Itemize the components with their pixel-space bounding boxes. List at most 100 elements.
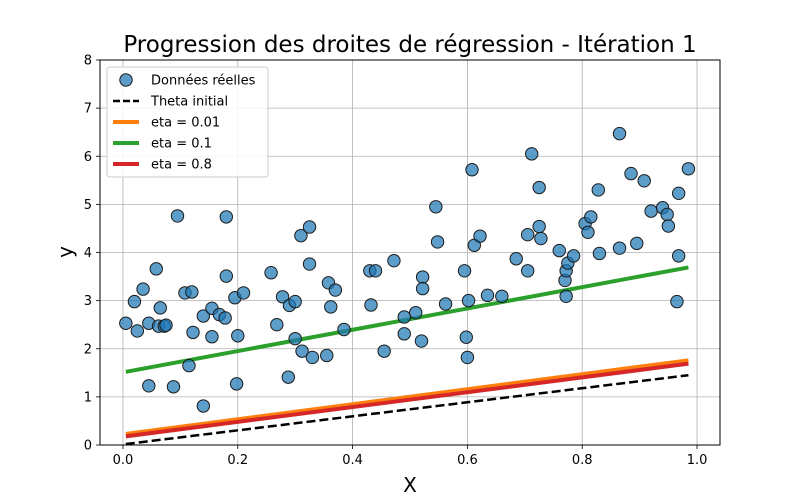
- y-tick-label: 0: [84, 439, 92, 454]
- data-point: [591, 183, 605, 197]
- data-point: [149, 262, 163, 276]
- data-point: [473, 229, 487, 243]
- data-point: [119, 316, 133, 330]
- data-point: [637, 174, 651, 188]
- data-point: [295, 344, 309, 358]
- data-point: [465, 163, 479, 177]
- data-point: [566, 249, 581, 263]
- data-point: [387, 253, 401, 268]
- data-point: [288, 331, 302, 346]
- data-point: [142, 379, 156, 393]
- data-point: [136, 282, 150, 296]
- data-point: [182, 358, 196, 373]
- data-point: [320, 348, 334, 363]
- eta-08-line: [125, 361, 689, 439]
- x-axis-label: X: [403, 473, 417, 497]
- data-point: [397, 310, 411, 324]
- x-tick-label: 0.8: [572, 453, 593, 468]
- data-point: [337, 322, 351, 337]
- legend: Données réelles Theta initial eta = 0.01 et…: [106, 66, 269, 178]
- x-tick-label: 1.0: [687, 453, 708, 468]
- data-point: [219, 210, 233, 224]
- data-point: [559, 289, 573, 303]
- data-point: [302, 220, 317, 234]
- data-point: [612, 241, 627, 255]
- legend-swatch-marker: [119, 73, 133, 87]
- x-tick-label: 0.4: [342, 453, 363, 468]
- y-axis-label: y: [53, 246, 77, 258]
- data-point: [288, 294, 302, 309]
- x-tick-label: 0.6: [457, 453, 478, 468]
- data-point: [534, 231, 548, 246]
- y-tick-label: 5: [84, 198, 92, 213]
- chart-title: Progression des droites de régression - …: [123, 32, 696, 58]
- y-axis-ticks: 0 1 2 3 4 5 6 7 8: [84, 54, 100, 454]
- data-point: [460, 350, 475, 365]
- data-point: [581, 225, 595, 239]
- y-tick-label: 1: [84, 390, 92, 405]
- data-point: [153, 301, 167, 315]
- data-point: [509, 252, 523, 266]
- data-point: [415, 281, 430, 296]
- data-point: [127, 294, 142, 309]
- theta-initial-line: [125, 373, 689, 446]
- data-point: [660, 207, 674, 222]
- data-point: [166, 380, 181, 394]
- y-tick-label: 8: [84, 54, 92, 69]
- data-point: [229, 377, 244, 391]
- data-point: [430, 235, 445, 249]
- data-point: [457, 264, 472, 278]
- data-point: [218, 311, 232, 325]
- data-point: [461, 293, 476, 308]
- x-tick-label: 0.0: [113, 453, 134, 468]
- scatter-points: [119, 126, 696, 413]
- legend-label: eta = 0.8: [151, 158, 212, 173]
- y-tick-label: 7: [84, 102, 92, 117]
- data-point: [196, 309, 211, 323]
- data-point: [630, 236, 644, 251]
- data-point: [409, 305, 423, 320]
- y-tick-label: 4: [84, 246, 92, 261]
- data-point: [294, 228, 308, 243]
- data-point: [205, 330, 219, 344]
- eta-001-line: [125, 358, 689, 436]
- data-point: [584, 210, 598, 224]
- legend-label: Données réelles: [151, 74, 256, 89]
- data-point: [495, 289, 509, 303]
- data-point: [552, 243, 566, 258]
- data-point: [592, 246, 607, 261]
- data-point: [429, 200, 443, 214]
- legend-label: eta = 0.1: [151, 137, 212, 152]
- data-point: [671, 249, 686, 263]
- data-point: [661, 219, 676, 233]
- data-point: [670, 294, 684, 309]
- data-point: [438, 297, 453, 311]
- data-point: [231, 329, 245, 343]
- data-point: [624, 166, 638, 181]
- x-tick-label: 0.2: [227, 453, 248, 468]
- data-point: [414, 334, 429, 348]
- y-tick-label: 6: [84, 150, 92, 165]
- data-point: [397, 327, 411, 341]
- legend-box: [106, 66, 269, 178]
- data-point: [644, 204, 658, 218]
- data-point: [532, 180, 546, 195]
- data-point: [525, 147, 539, 161]
- data-point: [270, 317, 284, 332]
- data-point: [532, 219, 546, 234]
- data-point: [196, 399, 211, 413]
- data-point: [364, 298, 378, 312]
- data-point: [219, 269, 233, 283]
- data-point: [186, 325, 200, 340]
- data-point: [170, 209, 185, 223]
- data-point: [185, 285, 199, 299]
- data-point: [302, 257, 317, 271]
- legend-label: eta = 0.01: [151, 116, 220, 131]
- data-point: [305, 350, 320, 365]
- data-point: [671, 186, 686, 201]
- data-point: [328, 283, 343, 297]
- data-point: [130, 324, 145, 338]
- data-point: [159, 318, 173, 332]
- data-point: [368, 264, 383, 278]
